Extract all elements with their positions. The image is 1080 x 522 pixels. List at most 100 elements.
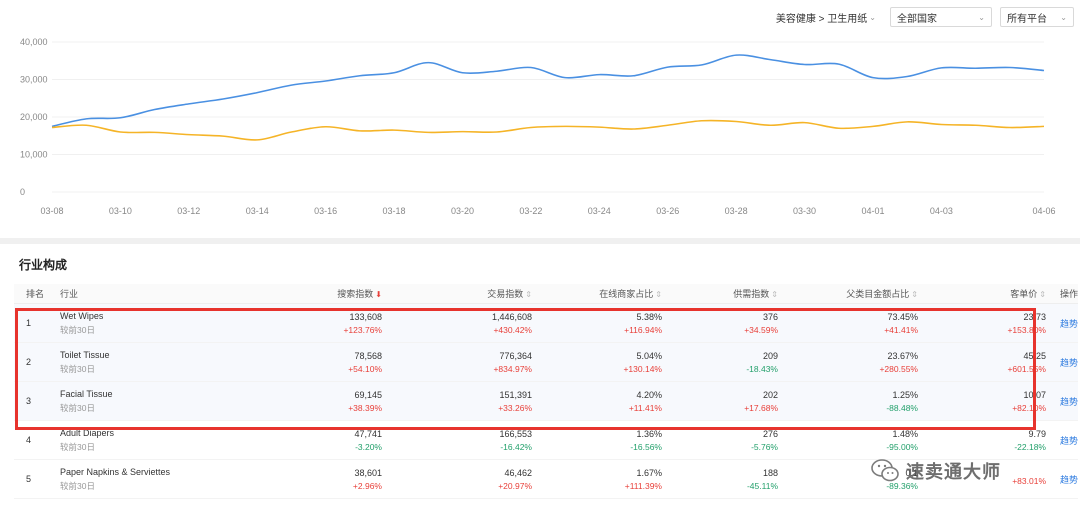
sort-icon[interactable]: ⇕: [771, 290, 778, 299]
cell-industry: Paper Napkins & Serviettes 较前30日: [48, 467, 228, 492]
table-row: 2 Toilet Tissue 较前30日 78,568 +54.10% 776…: [14, 343, 1078, 382]
cell-supply: 188 -45.11%: [662, 468, 778, 491]
header-price-label: 客单价: [1010, 289, 1038, 299]
trend-link[interactable]: 趋势: [1059, 357, 1078, 368]
cell-trade: 1,446,608 +430.42%: [382, 312, 532, 335]
trend-link[interactable]: 趋势: [1059, 318, 1078, 329]
cell-trade: 166,553 -16.42%: [382, 429, 532, 452]
x-tick-label: 04-06: [1032, 206, 1055, 216]
trend-link[interactable]: 趋势: [1059, 396, 1078, 407]
x-tick-label: 03-20: [451, 206, 474, 216]
cell-search-change: +54.10%: [348, 363, 382, 374]
header-online[interactable]: 在线商家占比 ⇕: [532, 287, 662, 300]
cell-trade-change: +834.97%: [493, 363, 532, 374]
table-header: 排名 行业 搜索指数 ⬇ 交易指数 ⇕ 在线商家占比 ⇕ 供需指数 ⇕ 父类目金额占比 ⇕…: [14, 284, 1078, 304]
cell-industry: Facial Tissue 较前30日: [48, 389, 228, 414]
cell-search-change: +38.39%: [348, 402, 382, 413]
industry-name: Wet Wipes: [60, 310, 104, 321]
cell-trade-value: 151,391: [499, 389, 532, 400]
x-tick-label: 03-10: [109, 206, 132, 216]
cell-trade: 46,462 +20.97%: [382, 468, 532, 491]
cell-search-change: +2.96%: [352, 480, 382, 491]
cell-op: 趋势: [1046, 473, 1078, 486]
cell-supply: 202 +17.68%: [662, 390, 778, 413]
cell-price-change: +82.10%: [1012, 402, 1046, 413]
cell-parent-value: 73.45%: [887, 311, 918, 322]
cell-supply-value: 209: [762, 350, 778, 361]
cell-parent-value: 23.67%: [887, 350, 918, 361]
trend-link[interactable]: 趋势: [1059, 474, 1078, 485]
cell-op: 趋势: [1046, 356, 1078, 369]
cell-online-value: 1.36%: [636, 428, 662, 439]
sort-icon[interactable]: ⇕: [1039, 290, 1046, 299]
cell-price-change: +83.01%: [1012, 475, 1046, 486]
cell-price-value: 45.25: [1023, 350, 1046, 361]
country-select-value: 全部国家: [897, 13, 937, 25]
header-search[interactable]: 搜索指数 ⬇: [228, 287, 382, 300]
cell-price-value: 9.79: [1028, 428, 1046, 439]
cell-rank: 4: [26, 435, 32, 445]
trend-link[interactable]: 趋势: [1059, 435, 1078, 446]
header-rank: 排名: [26, 289, 45, 299]
cell-price-value: 10.07: [1023, 389, 1046, 400]
category-breadcrumb[interactable]: 美容健康 > 卫生用纸 ⌄: [776, 10, 876, 25]
cell-parent-value: 0.1: [905, 467, 918, 478]
cell-search: 38,601 +2.96%: [228, 468, 382, 491]
header-parent[interactable]: 父类目金额占比 ⇕: [778, 287, 918, 300]
cell-trade-change: +430.42%: [493, 324, 532, 335]
header-op: 操作: [1059, 289, 1078, 299]
cell-trade-value: 776,364: [499, 350, 532, 361]
x-tick-label: 04-03: [930, 206, 953, 216]
cell-supply: 209 -18.43%: [662, 351, 778, 374]
cell-op: 趋势: [1046, 395, 1078, 408]
cell-parent: 0.1 -89.36%: [778, 468, 918, 491]
header-search-label: 搜索指数: [337, 289, 374, 299]
cell-industry: Toilet Tissue 较前30日: [48, 350, 228, 375]
cell-parent-change: -95.00%: [886, 441, 918, 452]
trend-chart-svg: 40,000 30,000 20,000 10,000 0 03-08 03-10 03-12…: [20, 37, 1056, 216]
cell-online-change: +130.14%: [623, 363, 662, 374]
cell-price-value: 23.73: [1023, 311, 1046, 322]
header-trade[interactable]: 交易指数 ⇕: [382, 287, 532, 300]
industry-table: 排名 行业 搜索指数 ⬇ 交易指数 ⇕ 在线商家占比 ⇕ 供需指数 ⇕ 父类目金额占比 ⇕…: [14, 284, 1078, 499]
x-tick-label: 03-22: [519, 206, 542, 216]
watermark-text: 速卖通大师: [906, 462, 1001, 482]
header-trade-label: 交易指数: [487, 289, 524, 299]
cell-supply: 276 -5.76%: [662, 429, 778, 452]
cell-supply-change: -5.76%: [751, 441, 778, 452]
cell-trade-value: 1,446,608: [491, 311, 532, 322]
cell-op: 趋势: [1046, 317, 1078, 330]
sort-icon[interactable]: ⇕: [525, 290, 532, 299]
cell-price: 23.73 +153.80%: [918, 312, 1046, 335]
sort-icon[interactable]: ⇕: [911, 290, 918, 299]
x-tick-label: 03-16: [314, 206, 337, 216]
platform-select[interactable]: 所有平台 ⌄: [1000, 7, 1074, 27]
cell-price: 9.79 -22.18%: [918, 429, 1046, 452]
cell-price-change: +601.55%: [1007, 363, 1046, 374]
cell-industry: Wet Wipes 较前30日: [48, 311, 228, 336]
sort-desc-icon[interactable]: ⬇: [375, 290, 382, 299]
cell-supply-value: 376: [762, 311, 778, 322]
cell-search-value: 78,568: [354, 350, 382, 361]
x-tick-label: 04-01: [861, 206, 884, 216]
cell-supply-value: 202: [762, 389, 778, 400]
industry-name: Toilet Tissue: [60, 349, 110, 360]
cell-trade-change: +20.97%: [498, 480, 532, 491]
category-breadcrumb-label: 美容健康 > 卫生用纸: [775, 13, 868, 25]
x-tick-label: 03-28: [725, 206, 748, 216]
section-title: 行业构成: [19, 258, 68, 272]
country-select[interactable]: 全部国家 ⌄: [890, 7, 992, 27]
trend-chart: 40,000 30,000 20,000 10,000 0 03-08 03-10 03-12…: [0, 28, 1080, 240]
cell-search-value: 69,145: [354, 389, 382, 400]
industry-period: 较前30日: [60, 441, 95, 452]
cell-online-change: +116.94%: [624, 324, 662, 335]
chevron-down-icon: ⌄: [1060, 12, 1067, 22]
cell-search: 78,568 +54.10%: [228, 351, 382, 374]
cell-price-change: -22.18%: [1014, 441, 1046, 452]
header-supply-label: 供需指数: [733, 289, 770, 299]
cell-trade: 776,364 +834.97%: [382, 351, 532, 374]
sort-icon[interactable]: ⇕: [655, 290, 662, 299]
header-supply[interactable]: 供需指数 ⇕: [662, 287, 778, 300]
header-price[interactable]: 客单价 ⇕: [918, 287, 1046, 300]
cell-parent-value: 1.48%: [892, 428, 918, 439]
